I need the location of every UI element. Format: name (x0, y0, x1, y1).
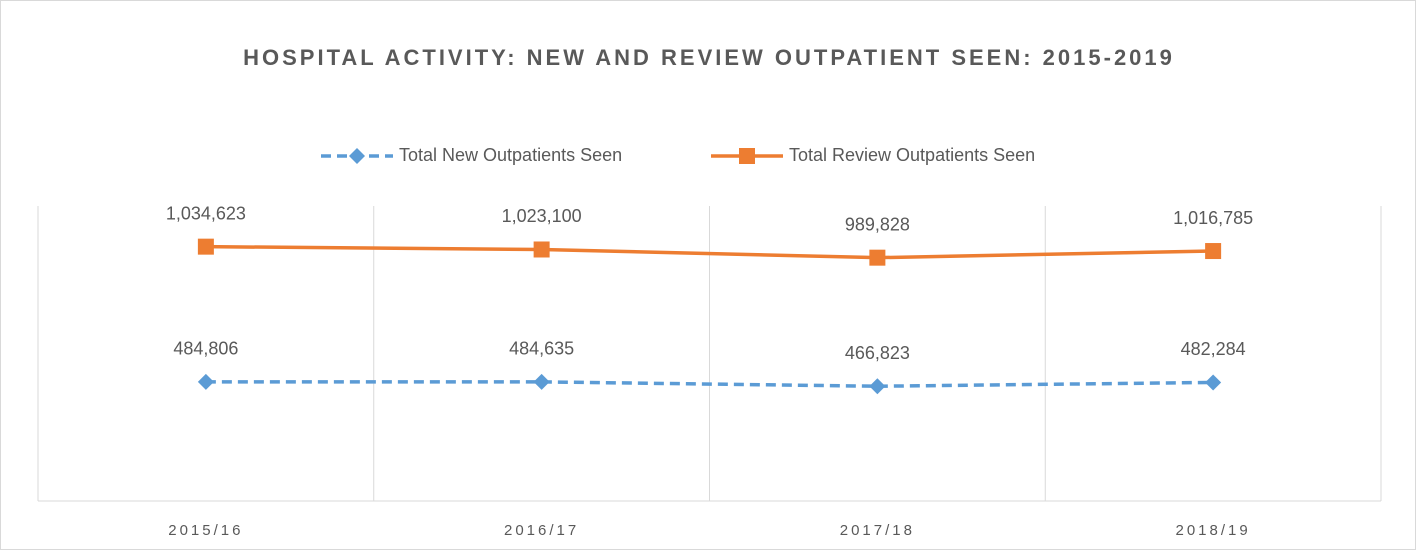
data-point (1205, 243, 1222, 260)
chart-title: HOSPITAL ACTIVITY: NEW AND REVIEW OUTPAT… (243, 45, 1175, 70)
legend-marker (349, 148, 365, 164)
legend-marker (739, 148, 755, 164)
data-label: 484,635 (509, 339, 574, 359)
data-label: 1,034,623 (166, 203, 246, 223)
x-tick-label: 2017/18 (840, 522, 915, 539)
data-label: 1,016,785 (1173, 208, 1253, 228)
data-point (869, 249, 886, 266)
data-label: 466,823 (845, 343, 910, 363)
data-label: 482,284 (1181, 339, 1246, 359)
data-point (533, 373, 550, 390)
x-tick-label: 2018/19 (1176, 522, 1251, 539)
data-label: 1,023,100 (502, 206, 582, 226)
data-point (1205, 374, 1222, 391)
data-label: 484,806 (173, 339, 238, 359)
series-line (205, 380, 1214, 388)
series-line (205, 244, 1214, 260)
legend-label: Total Review Outpatients Seen (789, 145, 1035, 165)
legend-label: Total New Outpatients Seen (399, 145, 622, 165)
data-label: 989,828 (845, 214, 910, 234)
x-tick-label: 2015/16 (168, 522, 243, 539)
data-point (869, 378, 886, 395)
x-tick-label: 2016/17 (504, 522, 579, 539)
data-point (197, 373, 214, 390)
data-point (533, 241, 550, 258)
data-point (197, 238, 214, 255)
